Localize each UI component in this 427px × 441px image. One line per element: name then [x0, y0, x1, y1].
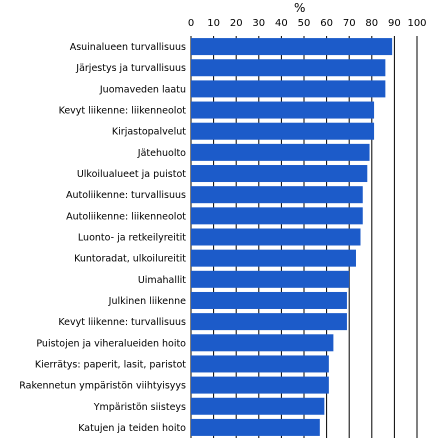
category-label: Jätehuolto [137, 148, 186, 159]
bar [191, 376, 329, 394]
category-label: Kierrätys: paperit, lasit, paristot [35, 359, 186, 370]
x-tick-label: 50 [298, 18, 311, 29]
category-labels: Asuinalueen turvallisuus Järjestys ja tur… [19, 42, 186, 434]
bar [191, 291, 347, 309]
x-tick-label: 20 [230, 18, 243, 29]
bar [191, 59, 386, 77]
category-label: Asuinalueen turvallisuus [70, 42, 186, 53]
category-label: Juomaveden laatu [99, 84, 186, 95]
category-label: Autoliikenne: liikenneolot [66, 211, 186, 222]
category-label: Katujen ja teiden hoito [78, 423, 186, 434]
bar [191, 101, 375, 119]
bar [191, 207, 363, 225]
x-tick-label: 90 [388, 18, 401, 29]
x-tick-label: 60 [320, 18, 333, 29]
bar [191, 270, 350, 288]
category-label: Järjestys ja turvallisuus [75, 63, 186, 74]
category-label: Kuntoradat, ulkoilureitit [74, 254, 186, 265]
bar [191, 249, 356, 267]
x-tick-label: 100 [407, 18, 426, 29]
x-tick-labels: 0 10 20 30 40 50 60 70 80 90 100 [188, 18, 427, 29]
x-tick-label: 70 [343, 18, 356, 29]
bar [191, 80, 386, 98]
bar [191, 122, 375, 140]
x-tick-label: 10 [207, 18, 220, 29]
category-label: Julkinen liikenne [108, 296, 186, 307]
bar [191, 334, 334, 352]
bar [191, 186, 363, 204]
category-label: Ulkoilualueet ja puistot [77, 169, 186, 180]
bar [191, 418, 320, 436]
bar [191, 397, 325, 415]
bar [191, 228, 361, 246]
x-tick-label: 0 [188, 18, 194, 29]
category-label: Ympäristön siisteys [93, 402, 186, 413]
unit-label: % [294, 1, 306, 15]
bar [191, 143, 370, 161]
category-label: Luonto- ja retkeilyreitit [78, 233, 186, 244]
category-label: Kevyt liikenne: liikenneolot [59, 106, 187, 117]
x-tick-label: 80 [365, 18, 378, 29]
bar [191, 313, 347, 331]
x-tick-label: 40 [275, 18, 288, 29]
bars [191, 38, 393, 436]
category-label: Uimahallit [138, 275, 186, 286]
bar [191, 355, 329, 373]
category-label: Rakennetun ympäristön viihtyisyys [19, 381, 186, 392]
x-tick-label: 30 [252, 18, 265, 29]
category-label: Puistojen ja viheralueiden hoito [36, 338, 186, 349]
category-label: Kevyt liikenne: turvallisuus [58, 317, 186, 328]
bar [191, 38, 393, 56]
category-label: Kirjastopalvelut [112, 127, 186, 138]
bar [191, 165, 368, 183]
category-label: Autoliikenne: turvallisuus [66, 190, 186, 201]
